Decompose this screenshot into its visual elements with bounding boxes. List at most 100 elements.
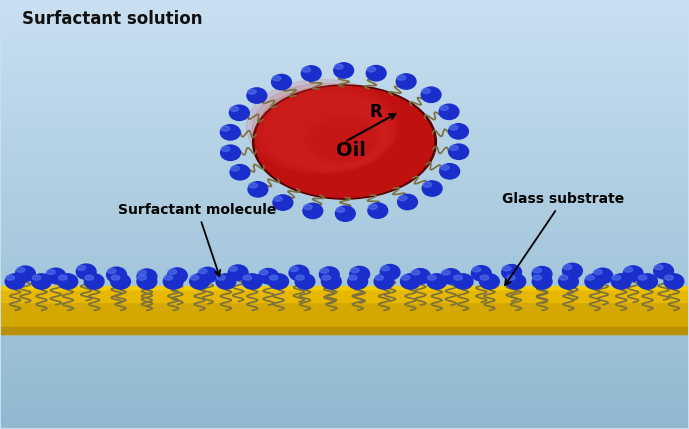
- Ellipse shape: [411, 269, 431, 284]
- Circle shape: [247, 79, 398, 174]
- Ellipse shape: [138, 275, 146, 280]
- Ellipse shape: [258, 269, 278, 284]
- Circle shape: [256, 87, 433, 197]
- Bar: [1, 289, 688, 294]
- Bar: [1, 156, 688, 161]
- Ellipse shape: [585, 274, 605, 289]
- Bar: [1, 188, 688, 193]
- Ellipse shape: [59, 275, 68, 280]
- Text: R: R: [369, 103, 382, 121]
- Ellipse shape: [137, 274, 157, 289]
- Bar: [1, 291, 688, 334]
- Ellipse shape: [638, 275, 647, 280]
- Ellipse shape: [228, 265, 248, 280]
- Ellipse shape: [47, 269, 55, 275]
- Ellipse shape: [295, 274, 315, 289]
- Bar: [1, 65, 688, 71]
- Bar: [1, 124, 688, 129]
- Ellipse shape: [449, 144, 469, 160]
- Ellipse shape: [559, 275, 568, 280]
- Bar: [1, 71, 688, 76]
- Ellipse shape: [449, 145, 458, 151]
- Bar: [1, 236, 688, 241]
- Ellipse shape: [336, 206, 356, 221]
- Bar: [1, 199, 688, 204]
- Bar: [1, 396, 688, 401]
- Bar: [1, 347, 688, 353]
- Ellipse shape: [271, 74, 291, 90]
- Bar: [1, 177, 688, 182]
- Circle shape: [252, 83, 395, 172]
- Text: Glass substrate: Glass substrate: [502, 192, 625, 285]
- Ellipse shape: [231, 166, 239, 171]
- Ellipse shape: [611, 274, 631, 289]
- Ellipse shape: [320, 268, 329, 273]
- Ellipse shape: [374, 274, 394, 289]
- Ellipse shape: [107, 267, 127, 283]
- Bar: [1, 145, 688, 151]
- Bar: [1, 294, 688, 300]
- Ellipse shape: [6, 275, 14, 280]
- Ellipse shape: [138, 270, 146, 275]
- Ellipse shape: [502, 266, 511, 271]
- Text: Oil: Oil: [336, 141, 367, 160]
- Bar: [1, 28, 688, 33]
- Ellipse shape: [85, 275, 94, 280]
- Ellipse shape: [247, 88, 267, 103]
- Ellipse shape: [472, 267, 481, 272]
- Ellipse shape: [273, 195, 293, 210]
- Bar: [1, 390, 688, 396]
- Ellipse shape: [612, 275, 621, 280]
- Ellipse shape: [586, 275, 594, 280]
- Bar: [1, 311, 688, 316]
- Bar: [1, 82, 688, 87]
- Ellipse shape: [259, 270, 268, 275]
- Ellipse shape: [453, 274, 473, 289]
- Ellipse shape: [163, 274, 183, 289]
- Bar: [1, 54, 688, 60]
- Ellipse shape: [506, 274, 526, 289]
- Ellipse shape: [296, 275, 305, 280]
- Ellipse shape: [563, 265, 572, 269]
- Bar: [1, 321, 688, 326]
- Bar: [1, 417, 688, 422]
- Ellipse shape: [230, 106, 238, 112]
- Bar: [1, 204, 688, 209]
- Bar: [1, 172, 688, 177]
- Bar: [1, 1, 688, 7]
- Circle shape: [270, 95, 389, 169]
- Ellipse shape: [664, 274, 683, 289]
- Ellipse shape: [16, 266, 35, 281]
- Bar: [1, 422, 688, 428]
- Bar: [1, 92, 688, 97]
- Ellipse shape: [562, 263, 582, 278]
- Bar: [1, 225, 688, 230]
- Ellipse shape: [322, 274, 341, 289]
- Ellipse shape: [440, 106, 449, 111]
- Bar: [1, 140, 688, 145]
- Ellipse shape: [398, 196, 407, 201]
- Ellipse shape: [84, 274, 104, 289]
- Bar: [1, 286, 688, 291]
- Bar: [1, 60, 688, 65]
- Bar: [1, 209, 688, 214]
- Bar: [1, 278, 688, 284]
- Ellipse shape: [230, 165, 250, 180]
- Ellipse shape: [440, 165, 449, 170]
- Ellipse shape: [269, 275, 278, 280]
- Ellipse shape: [593, 268, 613, 284]
- Ellipse shape: [322, 275, 331, 280]
- Bar: [1, 326, 688, 332]
- Ellipse shape: [381, 266, 389, 271]
- Circle shape: [312, 121, 373, 160]
- Ellipse shape: [221, 126, 229, 131]
- Ellipse shape: [168, 269, 177, 274]
- Bar: [1, 23, 688, 28]
- Ellipse shape: [269, 274, 289, 289]
- Bar: [1, 12, 688, 17]
- Bar: [1, 214, 688, 220]
- Bar: [1, 291, 688, 302]
- Ellipse shape: [216, 274, 236, 289]
- Circle shape: [288, 106, 382, 165]
- Bar: [1, 39, 688, 44]
